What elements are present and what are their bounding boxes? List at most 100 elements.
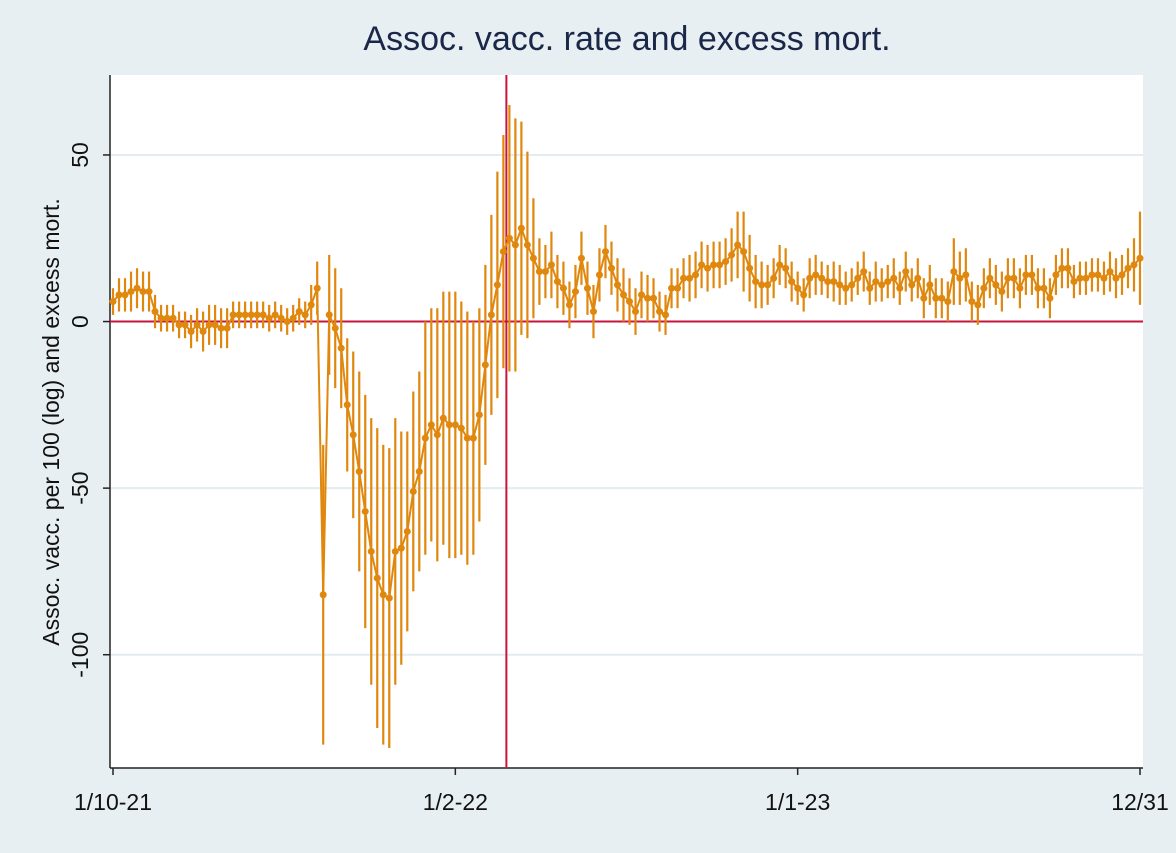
point xyxy=(1004,274,1012,282)
point xyxy=(1070,278,1078,286)
point xyxy=(301,311,309,319)
point xyxy=(1136,254,1144,262)
point xyxy=(722,258,730,266)
point xyxy=(740,248,748,256)
point xyxy=(355,467,363,475)
point xyxy=(1082,274,1090,282)
point xyxy=(391,547,399,555)
x-tick-label: 12/31 xyxy=(1111,789,1169,815)
point xyxy=(956,274,964,282)
chart-title: Assoc. vacc. rate and excess mort. xyxy=(363,20,890,58)
point xyxy=(361,507,369,515)
point xyxy=(577,254,585,262)
point xyxy=(241,311,249,319)
point xyxy=(944,298,952,306)
point xyxy=(373,574,381,582)
point xyxy=(199,328,207,336)
point xyxy=(782,264,790,272)
point xyxy=(325,311,333,319)
point xyxy=(133,284,141,292)
point xyxy=(806,274,814,282)
point xyxy=(229,311,237,319)
point xyxy=(776,261,784,269)
point xyxy=(427,421,435,429)
point xyxy=(626,298,634,306)
y-tick-label: 0 xyxy=(67,315,93,328)
point xyxy=(127,288,135,296)
point xyxy=(193,321,201,329)
point xyxy=(1088,271,1096,279)
point xyxy=(265,314,273,322)
point xyxy=(367,547,375,555)
point xyxy=(926,281,934,289)
point xyxy=(662,311,670,319)
point xyxy=(277,314,285,322)
point xyxy=(343,401,351,409)
point xyxy=(788,278,796,286)
y-tick-label: -50 xyxy=(67,472,93,505)
point xyxy=(1052,271,1060,279)
point xyxy=(1046,294,1054,302)
point xyxy=(163,314,171,322)
point xyxy=(968,298,976,306)
point xyxy=(313,284,321,292)
point xyxy=(439,414,447,422)
point xyxy=(674,284,682,292)
point xyxy=(728,251,736,259)
point xyxy=(992,281,1000,289)
point xyxy=(253,311,261,319)
point xyxy=(632,308,640,316)
point xyxy=(307,301,315,309)
point xyxy=(1064,264,1072,272)
point xyxy=(505,234,513,242)
point xyxy=(710,261,718,269)
point xyxy=(872,278,880,286)
point xyxy=(487,311,495,319)
point xyxy=(1106,268,1114,276)
point xyxy=(337,344,345,352)
point xyxy=(601,248,609,256)
point xyxy=(734,241,742,249)
point xyxy=(553,278,561,286)
point xyxy=(860,268,868,276)
x-tick-label: 1/1-23 xyxy=(765,789,830,815)
point xyxy=(331,324,339,332)
point xyxy=(469,434,477,442)
point xyxy=(884,278,892,286)
point xyxy=(1118,271,1126,279)
point xyxy=(920,294,928,302)
point xyxy=(1010,274,1018,282)
point xyxy=(589,308,597,316)
point xyxy=(295,308,303,316)
point xyxy=(175,321,183,329)
point xyxy=(397,544,405,552)
point xyxy=(896,284,904,292)
point xyxy=(680,274,688,282)
point xyxy=(145,288,153,296)
point xyxy=(409,487,417,495)
point xyxy=(818,274,826,282)
point xyxy=(974,301,982,309)
y-axis-label: Assoc. vacc. per 100 (log) and excess mo… xyxy=(38,198,64,645)
y-tick-label: -100 xyxy=(67,632,93,678)
point xyxy=(1034,284,1042,292)
point xyxy=(385,594,393,602)
point xyxy=(349,431,357,439)
point xyxy=(650,294,658,302)
point xyxy=(475,411,483,419)
plot-area xyxy=(110,75,1143,768)
x-tick-label: 1/2-22 xyxy=(423,789,488,815)
point xyxy=(319,591,327,599)
point xyxy=(187,328,195,336)
point xyxy=(403,527,411,535)
point xyxy=(451,421,459,429)
point xyxy=(565,301,573,309)
point xyxy=(836,281,844,289)
y-tick-label: 50 xyxy=(67,142,93,168)
point xyxy=(415,467,423,475)
point xyxy=(716,261,724,269)
point xyxy=(535,268,543,276)
point xyxy=(217,324,225,332)
x-tick-label: 1/10-21 xyxy=(74,789,152,815)
